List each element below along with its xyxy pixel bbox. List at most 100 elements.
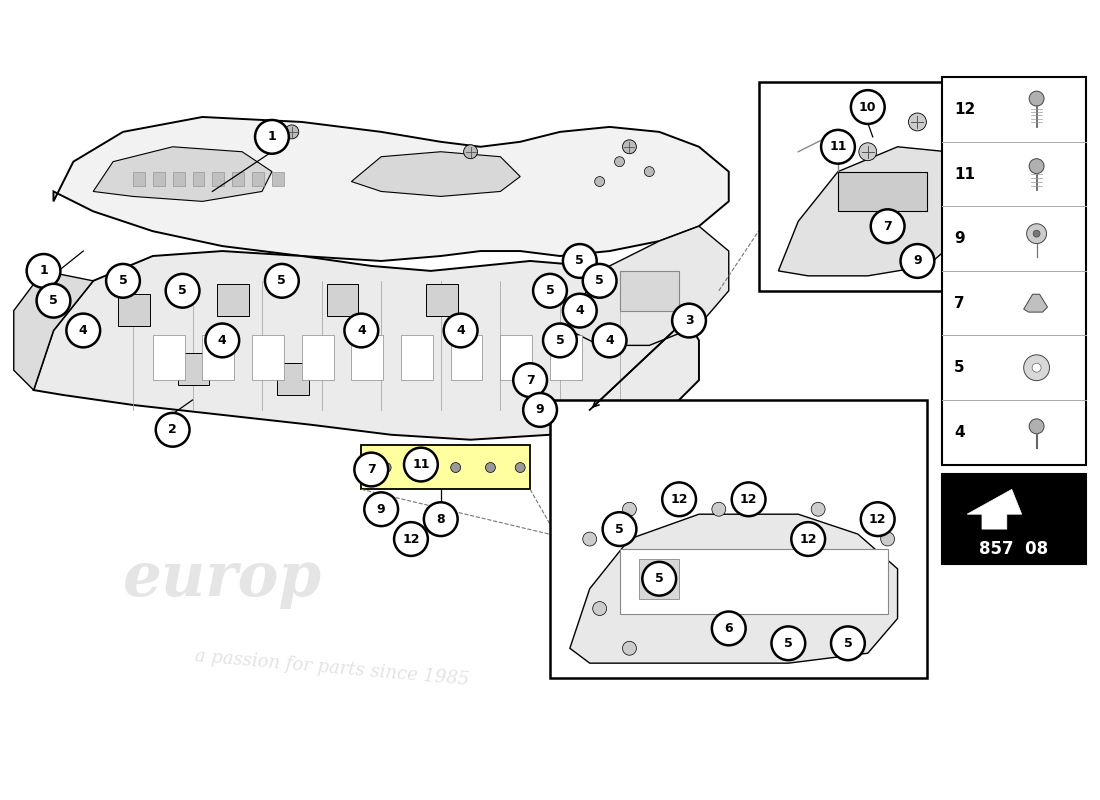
Circle shape <box>615 157 625 166</box>
Circle shape <box>416 462 426 473</box>
Text: 4: 4 <box>79 324 88 337</box>
Circle shape <box>623 140 637 154</box>
Circle shape <box>1032 363 1041 372</box>
Text: 12: 12 <box>869 513 887 526</box>
Circle shape <box>285 125 299 139</box>
Text: 5: 5 <box>575 254 584 267</box>
Bar <box>212 171 224 186</box>
Bar <box>451 335 483 380</box>
Circle shape <box>1030 91 1044 106</box>
Text: 5: 5 <box>119 274 128 287</box>
Circle shape <box>881 532 894 546</box>
Circle shape <box>1024 355 1049 381</box>
Polygon shape <box>639 559 679 598</box>
Bar <box>351 335 383 380</box>
Circle shape <box>424 502 458 536</box>
Circle shape <box>909 113 926 131</box>
Circle shape <box>811 502 825 516</box>
Circle shape <box>583 264 616 298</box>
Bar <box>252 171 264 186</box>
Circle shape <box>1026 224 1046 243</box>
Text: 857  08: 857 08 <box>979 540 1048 558</box>
Circle shape <box>732 482 766 516</box>
Circle shape <box>830 626 865 660</box>
Circle shape <box>265 264 299 298</box>
Circle shape <box>524 393 557 427</box>
Text: 4: 4 <box>218 334 227 347</box>
Polygon shape <box>619 271 679 310</box>
Circle shape <box>712 502 726 516</box>
Text: 5: 5 <box>277 274 286 287</box>
Circle shape <box>712 611 746 646</box>
Circle shape <box>26 254 60 288</box>
Text: 1: 1 <box>267 130 276 143</box>
Circle shape <box>382 462 392 473</box>
Polygon shape <box>94 146 272 202</box>
Bar <box>192 171 205 186</box>
Text: 7: 7 <box>954 296 965 310</box>
Bar <box>301 335 333 380</box>
Circle shape <box>662 482 696 516</box>
Circle shape <box>901 244 934 278</box>
Circle shape <box>583 532 596 546</box>
Bar <box>277 363 309 395</box>
Text: 12: 12 <box>954 102 976 117</box>
Text: 5: 5 <box>546 284 554 298</box>
Polygon shape <box>779 146 967 276</box>
Text: 11: 11 <box>412 458 430 471</box>
Bar <box>153 171 165 186</box>
Text: 4: 4 <box>605 334 614 347</box>
Bar <box>759 82 997 290</box>
Polygon shape <box>967 490 1022 529</box>
Bar <box>426 284 458 315</box>
Circle shape <box>1030 158 1044 174</box>
Circle shape <box>66 314 100 347</box>
Circle shape <box>645 166 654 177</box>
Polygon shape <box>54 117 728 261</box>
Circle shape <box>563 294 596 327</box>
Text: 7: 7 <box>367 463 375 476</box>
Text: 4: 4 <box>356 324 365 337</box>
Text: 12: 12 <box>800 533 817 546</box>
Text: 7: 7 <box>883 220 892 233</box>
Bar <box>550 335 582 380</box>
Text: 9: 9 <box>913 254 922 267</box>
Circle shape <box>851 90 884 124</box>
Text: 9: 9 <box>954 231 965 246</box>
Circle shape <box>859 142 877 161</box>
Circle shape <box>451 462 461 473</box>
Circle shape <box>1030 419 1044 434</box>
Polygon shape <box>14 271 94 390</box>
Bar <box>272 171 284 186</box>
Text: 4: 4 <box>456 324 465 337</box>
Bar <box>173 171 185 186</box>
Bar <box>218 284 249 315</box>
Text: 4: 4 <box>954 425 965 440</box>
Circle shape <box>156 413 189 446</box>
Text: 9: 9 <box>536 403 544 417</box>
Text: europ: europ <box>123 549 322 609</box>
Circle shape <box>443 314 477 347</box>
Circle shape <box>463 145 477 158</box>
Circle shape <box>771 626 805 660</box>
Text: 2: 2 <box>168 423 177 436</box>
Circle shape <box>404 448 438 482</box>
Bar <box>153 335 185 380</box>
Text: 5: 5 <box>784 637 793 650</box>
Circle shape <box>563 244 596 278</box>
Text: 12: 12 <box>403 533 420 546</box>
Circle shape <box>354 453 388 486</box>
Text: 10: 10 <box>859 101 877 114</box>
Bar <box>402 335 432 380</box>
Text: 5: 5 <box>178 284 187 298</box>
Polygon shape <box>1024 294 1047 312</box>
Circle shape <box>642 562 676 596</box>
Circle shape <box>861 502 894 536</box>
Polygon shape <box>351 152 520 197</box>
Bar <box>943 78 1086 465</box>
Bar <box>327 284 359 315</box>
Polygon shape <box>570 514 898 663</box>
Bar <box>943 474 1086 564</box>
Circle shape <box>344 314 378 347</box>
Text: 11: 11 <box>954 166 976 182</box>
